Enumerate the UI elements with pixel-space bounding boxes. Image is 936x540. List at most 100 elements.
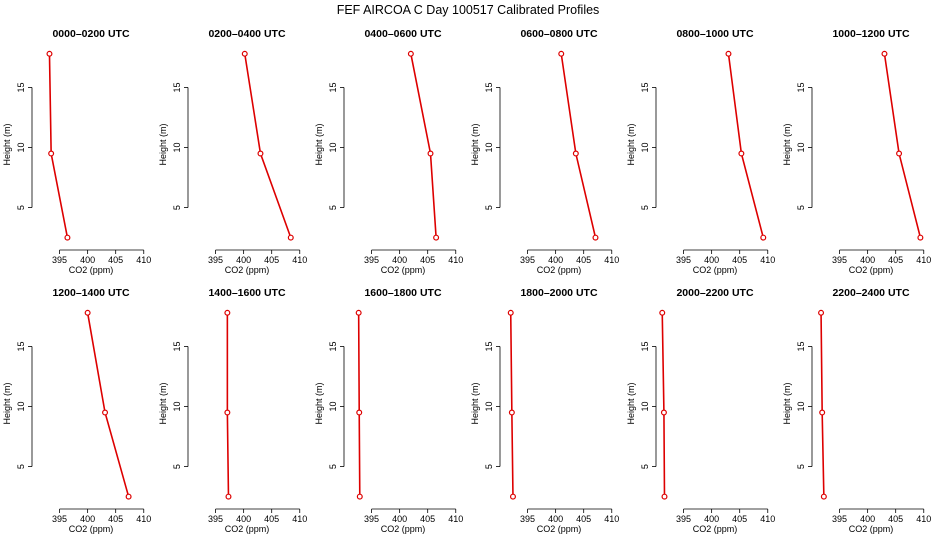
figure-title: FEF AIRCOA C Day 100517 Calibrated Profi…	[337, 3, 600, 17]
y-tick-label: 5	[640, 464, 650, 469]
data-point	[507, 309, 514, 316]
x-tick-label: 410	[604, 514, 619, 524]
y-tick-label: 10	[484, 401, 494, 411]
x-tick-label: 405	[888, 255, 903, 265]
data-point	[64, 234, 71, 241]
y-tick-label: 15	[640, 341, 650, 351]
x-axis-label: CO2 (ppm)	[693, 524, 738, 534]
panel-title: 1600–1800 UTC	[364, 287, 441, 299]
series-line	[410, 53, 437, 238]
data-point	[509, 493, 516, 500]
y-axis-label: Height (m)	[158, 123, 168, 165]
x-tick-label: 400	[80, 255, 95, 265]
x-tick-label: 405	[264, 514, 279, 524]
x-tick-label: 405	[732, 514, 747, 524]
x-tick-label: 395	[364, 514, 379, 524]
x-tick-label: 410	[136, 514, 151, 524]
x-tick-label: 405	[888, 514, 903, 524]
y-tick-label: 5	[16, 205, 26, 210]
x-tick-label: 400	[704, 255, 719, 265]
y-axis-label: Height (m)	[782, 123, 792, 165]
y-tick-label: 15	[172, 341, 182, 351]
y-tick-label: 15	[328, 341, 338, 351]
panel-title: 1400–1600 UTC	[208, 287, 285, 299]
data-point	[355, 309, 362, 316]
data-point	[48, 150, 55, 157]
x-tick-label: 410	[604, 255, 619, 265]
panel-title: 0000–0200 UTC	[52, 28, 129, 40]
x-tick-label: 400	[548, 255, 563, 265]
x-tick-label: 410	[760, 255, 775, 265]
series-line	[509, 312, 514, 497]
data-point	[508, 409, 515, 416]
y-tick-label: 15	[328, 82, 338, 92]
series-line	[226, 312, 230, 497]
data-point	[225, 493, 232, 500]
panel-title: 1800–2000 UTC	[520, 287, 597, 299]
x-tick-label: 395	[520, 514, 535, 524]
y-axis-label: Height (m)	[470, 123, 480, 165]
x-tick-label: 405	[108, 514, 123, 524]
y-tick-label: 5	[172, 205, 182, 210]
data-point	[427, 150, 434, 157]
x-tick-label: 410	[292, 255, 307, 265]
x-tick-label: 410	[760, 514, 775, 524]
data-point	[896, 150, 903, 157]
x-tick-label: 395	[676, 514, 691, 524]
panel-title: 2000–2200 UTC	[676, 287, 753, 299]
x-axis-label: CO2 (ppm)	[225, 524, 270, 534]
data-point	[819, 409, 826, 416]
data-point	[407, 50, 414, 57]
x-tick-label: 405	[420, 255, 435, 265]
x-tick-label: 400	[548, 514, 563, 524]
x-axis-label: CO2 (ppm)	[69, 524, 114, 534]
x-tick-label: 405	[108, 255, 123, 265]
y-tick-label: 10	[796, 142, 806, 152]
x-tick-label: 405	[732, 255, 747, 265]
x-tick-label: 400	[860, 514, 875, 524]
x-tick-label: 410	[916, 514, 931, 524]
x-tick-label: 395	[52, 514, 67, 524]
y-axis-label: Height (m)	[158, 382, 168, 424]
x-tick-label: 410	[448, 514, 463, 524]
x-tick-label: 400	[80, 514, 95, 524]
y-tick-label: 15	[16, 82, 26, 92]
y-tick-label: 15	[640, 82, 650, 92]
x-tick-label: 395	[676, 255, 691, 265]
data-point	[592, 234, 599, 241]
profile-panel-2: 0200–0400 UTC 395 400 405 410 CO2 (ppm) 5 10 15 H…	[158, 28, 307, 275]
x-tick-label: 395	[52, 255, 67, 265]
x-tick-label: 400	[392, 255, 407, 265]
data-point	[659, 309, 666, 316]
y-tick-label: 10	[328, 401, 338, 411]
y-tick-label: 5	[484, 464, 494, 469]
data-point	[572, 150, 579, 157]
x-tick-label: 405	[264, 255, 279, 265]
x-axis-label: CO2 (ppm)	[693, 265, 738, 275]
x-tick-label: 405	[576, 255, 591, 265]
y-axis-label: Height (m)	[314, 123, 324, 165]
profile-panel-12: 2200–2400 UTC 395 400 405 410 CO2 (ppm) 5 10 15 H…	[782, 287, 931, 534]
y-axis-label: Height (m)	[626, 123, 636, 165]
x-tick-label: 410	[136, 255, 151, 265]
y-tick-label: 10	[640, 142, 650, 152]
y-tick-label: 5	[328, 205, 338, 210]
x-tick-label: 410	[292, 514, 307, 524]
data-point	[287, 234, 294, 241]
profile-panel-9: 1600–1800 UTC 395 400 405 410 CO2 (ppm) 5 10 15 H…	[314, 287, 463, 534]
x-tick-label: 410	[448, 255, 463, 265]
y-axis-label: Height (m)	[2, 123, 12, 165]
x-tick-label: 395	[832, 255, 847, 265]
panel-title: 2200–2400 UTC	[832, 287, 909, 299]
y-tick-label: 10	[796, 401, 806, 411]
data-point	[241, 50, 248, 57]
x-axis-label: CO2 (ppm)	[849, 265, 894, 275]
panel-title: 0600–0800 UTC	[520, 28, 597, 40]
series-line	[661, 312, 666, 497]
x-tick-label: 395	[832, 514, 847, 524]
x-tick-label: 400	[860, 255, 875, 265]
x-tick-label: 410	[916, 255, 931, 265]
data-point	[433, 234, 440, 241]
series-line	[357, 312, 361, 497]
y-tick-label: 5	[640, 205, 650, 210]
